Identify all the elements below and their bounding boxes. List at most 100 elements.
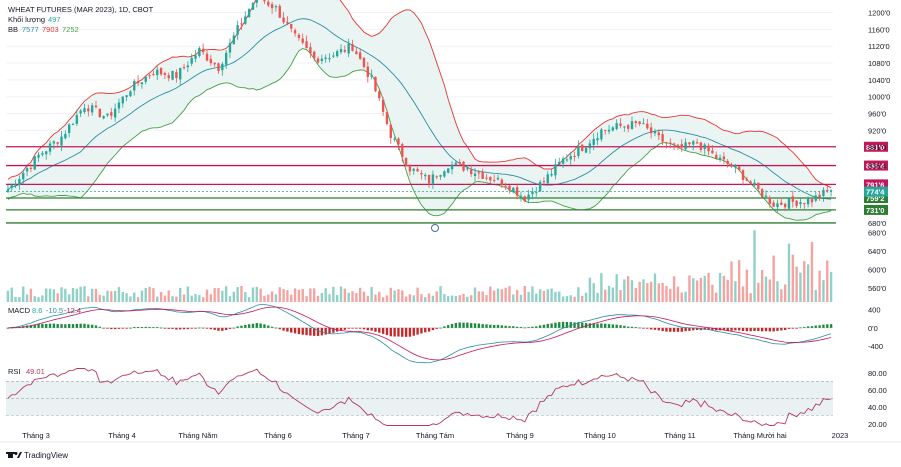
- macd-hist-bar: [190, 327, 193, 329]
- time-tick-label: 2023: [832, 431, 849, 440]
- volume-bar: [806, 264, 810, 302]
- candle-body: [692, 141, 695, 145]
- bb-basis-line: [7, 18, 832, 200]
- candle-body: [653, 131, 657, 134]
- candle-body: [90, 105, 94, 113]
- volume-bar: [734, 281, 737, 302]
- rsi-line: [7, 368, 832, 427]
- candle-body: [596, 138, 599, 141]
- candle-body: [190, 57, 193, 64]
- macd-legend-macd: -10.5: [46, 306, 63, 315]
- macd-hist-bar: [347, 327, 350, 329]
- macd-hist-bar: [569, 322, 572, 328]
- candle-body: [355, 51, 358, 55]
- volume-bar: [504, 287, 507, 302]
- volume-bar: [623, 279, 626, 302]
- candle-body: [715, 154, 718, 159]
- symbol-title: WHEAT FUTURES (MAR 2023), 1D, CBOT: [8, 5, 154, 14]
- candle-body: [458, 162, 461, 164]
- candle-body: [638, 121, 641, 125]
- candle-body: [680, 144, 683, 148]
- macd-hist-bar: [129, 327, 132, 329]
- volume-bar: [22, 286, 25, 302]
- macd-hist-bar: [477, 323, 481, 328]
- volume-bar: [646, 283, 649, 302]
- volume-bar: [156, 296, 159, 302]
- volume-bar: [98, 294, 101, 302]
- macd-hist-bar: [810, 326, 814, 328]
- macd-hist-bar: [29, 325, 33, 328]
- macd-hist-bar: [159, 327, 163, 329]
- volume-bar: [67, 294, 71, 302]
- volume-bar: [236, 287, 239, 302]
- candle-body: [247, 9, 251, 18]
- volume-bar: [753, 230, 756, 302]
- candle-body: [435, 176, 438, 178]
- macd-hist-bar: [52, 323, 56, 328]
- macd-hist-bar: [634, 327, 638, 328]
- candle-body: [362, 57, 366, 67]
- candle-body: [558, 162, 561, 165]
- volume-bar: [217, 288, 220, 302]
- candle-body: [133, 80, 136, 91]
- macd-hist-bar: [607, 324, 611, 328]
- volume-bar: [401, 290, 404, 302]
- volume-bar: [278, 287, 281, 302]
- time-tick-label: Tháng 3: [22, 431, 50, 440]
- macd-hist-bar: [41, 323, 44, 328]
- macd-hist-bar: [251, 323, 255, 328]
- candle-body: [826, 190, 829, 192]
- candle-body: [125, 95, 128, 98]
- candle-body: [600, 129, 603, 140]
- candles: [6, 0, 833, 213]
- volume-bar: [829, 271, 833, 302]
- candle-body: [347, 43, 350, 54]
- candle-body: [492, 180, 496, 182]
- candle-body: [604, 130, 607, 132]
- macd-hist-bar: [64, 324, 67, 328]
- volume-bar: [458, 295, 461, 302]
- macd-hist-bar: [803, 327, 806, 328]
- price-tick-label: 1200'0: [868, 9, 890, 18]
- level-drag-handle[interactable]: [431, 224, 439, 232]
- macd-hist-bar: [512, 326, 515, 328]
- volume-bar: [37, 297, 40, 302]
- macd-hist-bar: [408, 327, 412, 337]
- volume-bar: [171, 296, 174, 302]
- candle-body: [646, 123, 649, 129]
- tradingview-logo[interactable]: TradingView: [6, 451, 68, 460]
- candle-body: [366, 66, 369, 77]
- macd-hist-bar: [313, 327, 316, 336]
- volume-bar: [558, 291, 561, 302]
- volume-bar: [25, 294, 29, 302]
- volume-bar: [64, 288, 67, 302]
- level-tag: [864, 160, 888, 171]
- macd-hist-bar: [492, 324, 496, 328]
- macd-hist-bar: [316, 327, 320, 336]
- candle-body: [113, 108, 117, 118]
- volume-bar: [52, 289, 56, 302]
- candle-body: [577, 146, 580, 157]
- volume-bar: [443, 294, 446, 302]
- macd-hist-bar: [558, 322, 561, 328]
- macd-hist-bar: [240, 325, 243, 328]
- volume-bar: [718, 273, 722, 302]
- macd-hist-bar: [581, 322, 584, 328]
- macd-hist-bar: [554, 322, 557, 328]
- candle-body: [810, 199, 814, 203]
- volume-bar: [113, 291, 117, 302]
- macd-hist-bar: [71, 324, 75, 328]
- candle-body: [136, 81, 140, 84]
- volume-bar: [741, 286, 745, 302]
- macd-hist-bar: [171, 327, 174, 329]
- candle-body: [447, 168, 450, 173]
- macd-hist-bar: [734, 327, 737, 331]
- horizontal-levels[interactable]: [6, 146, 836, 224]
- macd-hist-bar: [466, 322, 469, 328]
- macd-legend-hist: 8.6: [32, 306, 42, 315]
- macd-hist-bar: [420, 327, 423, 334]
- candle-body: [427, 174, 431, 184]
- time-tick-label: Tháng Tám: [416, 431, 454, 440]
